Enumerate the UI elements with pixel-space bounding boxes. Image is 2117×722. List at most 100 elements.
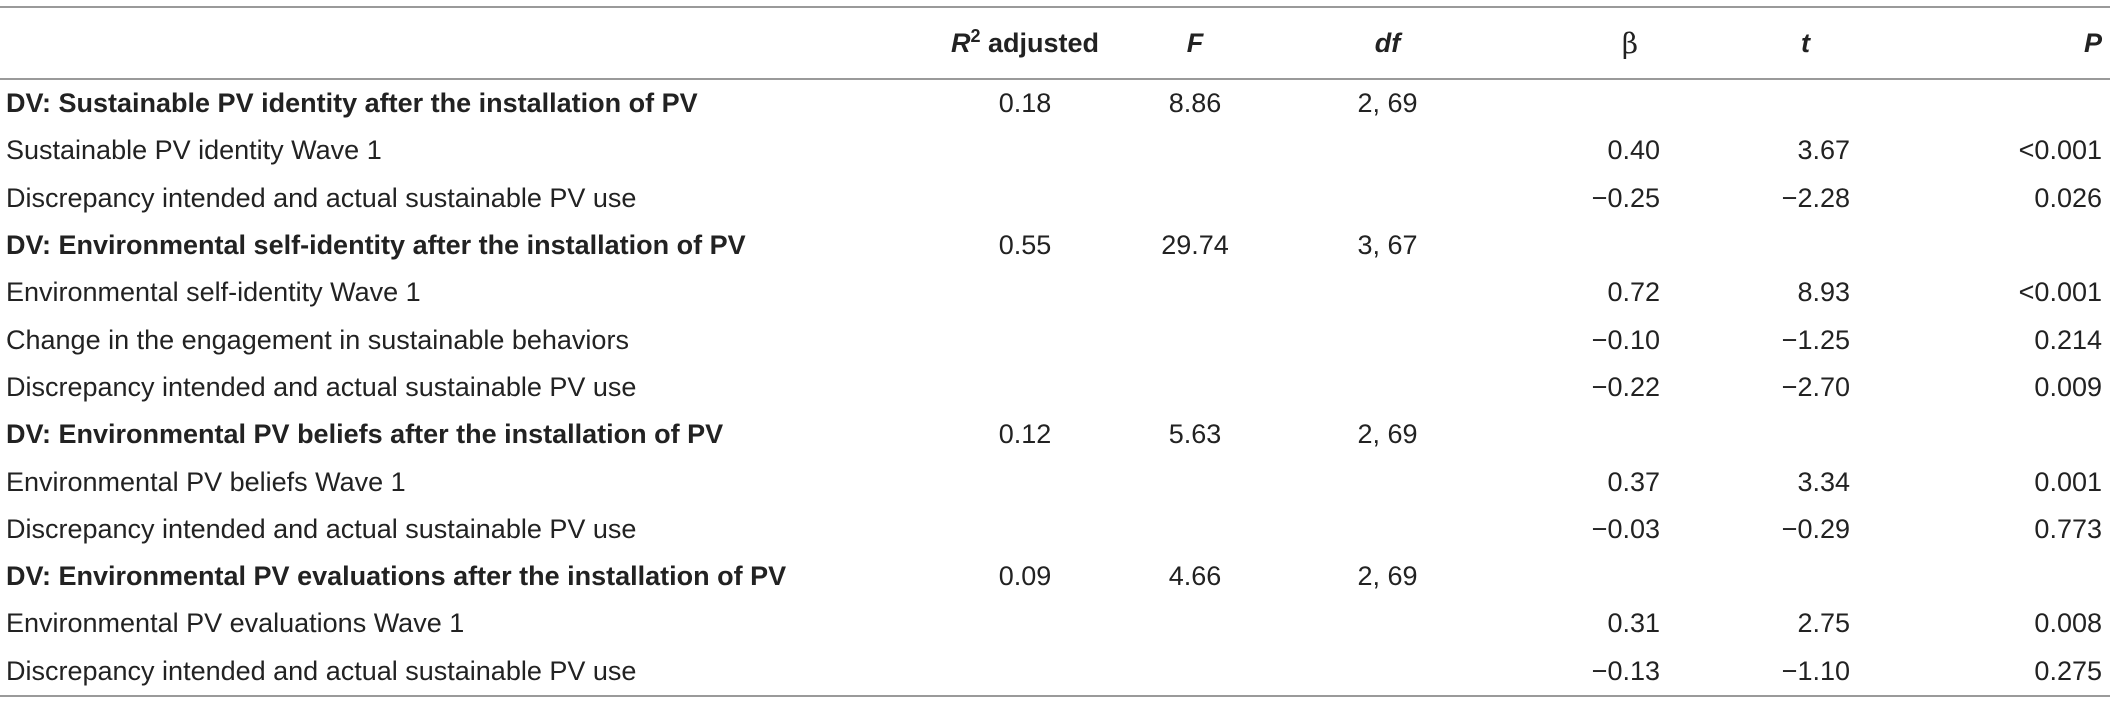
header-r2-sup: 2 <box>970 25 981 46</box>
predictor-row: Change in the engagement in sustainable … <box>0 316 2110 363</box>
cell-f: 8.86 <box>1168 88 1222 119</box>
predictor-label: Discrepancy intended and actual sustaina… <box>6 182 637 213</box>
header-f: F <box>1186 27 1204 58</box>
cell-empty <box>1100 316 1290 363</box>
cell-beta-empty <box>1485 411 1660 458</box>
group-label: DV: Environmental self-identity after th… <box>6 230 746 261</box>
header-row: R2 adjusted F df β t P <box>0 7 2110 79</box>
header-r2-rest: adjusted <box>980 27 1100 58</box>
cell-empty <box>1100 269 1290 316</box>
cell-t: −1.10 <box>1781 655 1850 686</box>
cell-p: <0.001 <box>2018 135 2102 166</box>
cell-empty <box>1290 458 1485 505</box>
predictor-row: Environmental PV evaluations Wave 1 0.31… <box>0 600 2110 647</box>
cell-beta: 0.31 <box>1607 608 1660 639</box>
group-row: DV: Sustainable PV identity after the in… <box>0 79 2110 127</box>
cell-df: 2, 69 <box>1357 88 1418 119</box>
cell-empty <box>1290 364 1485 411</box>
cell-empty <box>950 364 1100 411</box>
cell-f: 29.74 <box>1161 230 1229 261</box>
predictor-row: Sustainable PV identity Wave 1 0.40 3.67… <box>0 127 2110 174</box>
group-label: DV: Environmental PV evaluations after t… <box>6 561 787 592</box>
cell-beta: −0.25 <box>1591 182 1660 213</box>
cell-empty <box>1100 506 1290 553</box>
header-df: df <box>1374 27 1401 58</box>
cell-empty <box>1100 175 1290 222</box>
cell-empty <box>950 175 1100 222</box>
cell-p: 0.275 <box>2034 655 2102 686</box>
cell-beta-empty <box>1485 222 1660 269</box>
predictor-label: Environmental self-identity Wave 1 <box>6 277 421 308</box>
cell-beta: −0.10 <box>1591 324 1660 355</box>
cell-t-empty <box>1660 553 1850 600</box>
cell-beta-empty <box>1485 553 1660 600</box>
header-beta: β <box>1621 26 1638 60</box>
header-label-empty <box>0 7 950 79</box>
predictor-row: Environmental PV beliefs Wave 1 0.37 3.3… <box>0 458 2110 505</box>
cell-empty <box>950 648 1100 696</box>
predictor-row: Discrepancy intended and actual sustaina… <box>0 648 2110 696</box>
cell-p: 0.773 <box>2034 513 2102 544</box>
cell-beta-empty <box>1485 79 1660 127</box>
cell-empty <box>1100 648 1290 696</box>
cell-t: 2.75 <box>1797 608 1850 639</box>
header-r2-adjusted: R2 adjusted <box>950 7 1100 79</box>
cell-empty <box>950 600 1100 647</box>
group-label: DV: Environmental PV beliefs after the i… <box>6 419 724 450</box>
table-body: DV: Sustainable PV identity after the in… <box>0 79 2110 696</box>
cell-empty <box>1100 600 1290 647</box>
cell-empty <box>1100 364 1290 411</box>
cell-empty <box>1290 648 1485 696</box>
cell-empty <box>950 458 1100 505</box>
predictor-row: Environmental self-identity Wave 1 0.72 … <box>0 269 2110 316</box>
cell-t: −1.25 <box>1781 324 1850 355</box>
cell-empty <box>1290 600 1485 647</box>
predictor-label: Discrepancy intended and actual sustaina… <box>6 371 637 402</box>
cell-p: 0.009 <box>2034 371 2102 402</box>
group-label: DV: Sustainable PV identity after the in… <box>6 88 698 119</box>
cell-t: −0.29 <box>1781 513 1850 544</box>
cell-empty <box>950 506 1100 553</box>
group-row: DV: Environmental self-identity after th… <box>0 222 2110 269</box>
cell-beta: 0.40 <box>1607 135 1660 166</box>
cell-empty <box>950 269 1100 316</box>
cell-empty <box>950 316 1100 363</box>
cell-empty <box>1290 127 1485 174</box>
cell-r2: 0.09 <box>998 561 1052 592</box>
predictor-label: Sustainable PV identity Wave 1 <box>6 135 382 166</box>
cell-f: 5.63 <box>1168 419 1222 450</box>
regression-table: R2 adjusted F df β t P DV: Sustainable P… <box>0 6 2110 697</box>
cell-p: 0.001 <box>2034 466 2102 497</box>
cell-p: 0.026 <box>2034 182 2102 213</box>
table-header: R2 adjusted F df β t P <box>0 7 2110 79</box>
cell-t: −2.28 <box>1781 182 1850 213</box>
cell-empty <box>1290 175 1485 222</box>
cell-t: −2.70 <box>1781 371 1850 402</box>
header-r2-main: R <box>950 27 971 58</box>
predictor-label: Environmental PV evaluations Wave 1 <box>6 608 465 639</box>
cell-p: 0.008 <box>2034 608 2102 639</box>
cell-r2: 0.18 <box>998 88 1052 119</box>
cell-p-empty <box>1850 79 2110 127</box>
cell-empty <box>1100 127 1290 174</box>
predictor-row: Discrepancy intended and actual sustaina… <box>0 175 2110 222</box>
cell-p: <0.001 <box>2018 277 2102 308</box>
group-row: DV: Environmental PV evaluations after t… <box>0 553 2110 600</box>
cell-beta: 0.37 <box>1607 466 1660 497</box>
cell-t: 3.34 <box>1797 466 1850 497</box>
cell-beta: 0.72 <box>1607 277 1660 308</box>
cell-p-empty <box>1850 411 2110 458</box>
cell-empty <box>1290 316 1485 363</box>
cell-beta: −0.03 <box>1591 513 1660 544</box>
cell-f: 4.66 <box>1168 561 1222 592</box>
predictor-label: Discrepancy intended and actual sustaina… <box>6 513 637 544</box>
cell-empty <box>1290 269 1485 316</box>
header-p: P <box>2083 27 2102 58</box>
predictor-label: Change in the engagement in sustainable … <box>6 324 629 355</box>
predictor-row: Discrepancy intended and actual sustaina… <box>0 364 2110 411</box>
predictor-row: Discrepancy intended and actual sustaina… <box>0 506 2110 553</box>
predictor-label: Discrepancy intended and actual sustaina… <box>6 655 637 686</box>
cell-empty <box>1290 506 1485 553</box>
cell-p: 0.214 <box>2034 324 2102 355</box>
